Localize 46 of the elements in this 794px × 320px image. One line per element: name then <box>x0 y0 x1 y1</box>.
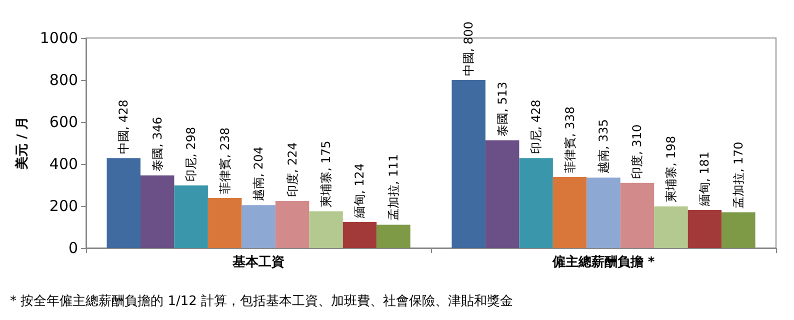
data-label: 孟加拉, 111 <box>386 154 400 221</box>
data-label: 緬甸, 181 <box>698 151 712 207</box>
y-tick-label: 1000 <box>40 29 78 47</box>
bar <box>242 205 276 248</box>
bar <box>376 224 410 248</box>
bar <box>208 198 242 248</box>
data-label: 泰國, 346 <box>150 116 164 172</box>
bar <box>552 177 587 248</box>
data-label: 中國, 800 <box>462 21 476 76</box>
data-label: 印度, 224 <box>285 142 300 197</box>
bar <box>140 175 174 248</box>
y-axis-title: 美元 / 月 <box>14 116 30 170</box>
data-label: 泰國, 513 <box>495 82 510 136</box>
data-label: 緬甸, 124 <box>352 163 367 219</box>
y-tick-label: 200 <box>49 197 78 215</box>
x-tick-label: 基本工資 <box>232 255 285 270</box>
data-label: 印尼, 298 <box>184 126 198 182</box>
bar <box>519 158 553 248</box>
data-label: 中國, 428 <box>116 100 131 154</box>
data-label: 越南, 335 <box>596 119 611 174</box>
bar <box>309 211 343 248</box>
y-tick-label: 800 <box>49 71 78 89</box>
y-tick-label: 400 <box>49 155 78 173</box>
bar <box>688 210 722 248</box>
bar <box>275 200 310 248</box>
data-label: 印尼, 428 <box>529 100 544 154</box>
bar <box>342 222 377 248</box>
y-tick-label: 0 <box>68 239 78 257</box>
data-label: 柬埔寨, 198 <box>664 136 678 202</box>
data-label: 柬埔寨, 175 <box>319 140 334 208</box>
bar <box>452 80 486 248</box>
data-label: 越南, 204 <box>252 146 266 202</box>
bar <box>620 182 654 248</box>
bar <box>174 185 208 248</box>
data-label: 菲律賓, 238 <box>218 127 232 194</box>
bar <box>722 212 756 248</box>
x-tick-label: 僱主總薪酬負擔 * <box>551 254 655 270</box>
text: * 按全年僱主總薪酬負擔的 1/12 計算，包括基本工資、加班費、社會保險、津貼和獎金 <box>10 293 514 309</box>
y-tick-label: 600 <box>49 113 78 131</box>
data-label: 菲律賓, 338 <box>562 106 577 174</box>
bar <box>586 178 620 248</box>
bar <box>485 140 520 248</box>
bar <box>106 158 140 248</box>
data-label: 孟加拉, 170 <box>731 142 746 208</box>
data-label: 印度, 310 <box>630 124 644 179</box>
bar <box>654 206 688 248</box>
